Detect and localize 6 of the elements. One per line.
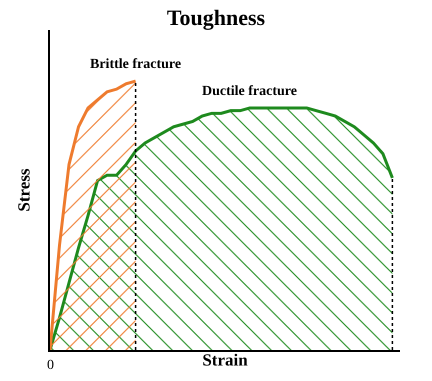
- text: 0: [47, 358, 54, 373]
- x-axis-title: Strain: [202, 350, 248, 370]
- y-axis-title: Stress: [14, 168, 34, 212]
- series-label: Ductile fracture: [202, 84, 297, 99]
- series-label: Brittle fracture: [90, 57, 182, 72]
- chart-title: Toughness: [166, 4, 266, 30]
